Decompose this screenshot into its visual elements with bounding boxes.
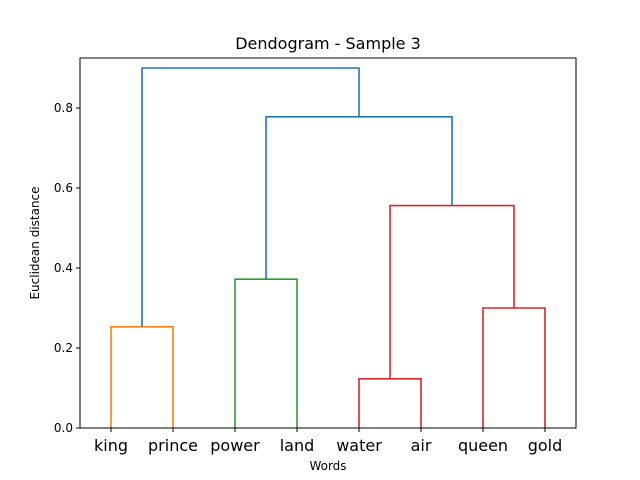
leaf-label: land <box>280 436 315 455</box>
x-axis-label: Words <box>309 459 346 473</box>
dendrogram-link <box>389 204 515 379</box>
leaf-label: king <box>94 436 128 455</box>
dendrogram-link <box>141 67 360 327</box>
y-axis-label: Euclidean distance <box>28 186 42 299</box>
dendrogram-link <box>482 307 546 428</box>
y-tick-label: 0.6 <box>54 181 73 195</box>
leaf-label: air <box>411 436 432 455</box>
leaf-label: queen <box>458 436 508 455</box>
dendrogram-link <box>234 278 298 428</box>
leaf-label: power <box>210 436 260 455</box>
dendrogram-links <box>110 67 546 428</box>
dendrogram-link <box>265 116 453 280</box>
dendrogram-link <box>358 378 422 428</box>
y-tick-label: 0.2 <box>54 341 73 355</box>
leaf-label: gold <box>528 436 563 455</box>
y-tick-label: 0.8 <box>54 101 73 115</box>
plot-frame <box>79 57 577 429</box>
x-axis: king prince power land water air queen gold <box>94 428 562 455</box>
y-tick-label: 0.0 <box>54 421 73 435</box>
y-axis: 0.0 0.2 0.4 0.6 0.8 <box>54 101 80 435</box>
leaf-label: prince <box>148 436 198 455</box>
leaf-label: water <box>336 436 382 455</box>
y-tick-label: 0.4 <box>54 261 73 275</box>
chart-title: Dendogram - Sample 3 <box>235 34 421 53</box>
dendrogram-link <box>110 326 174 428</box>
